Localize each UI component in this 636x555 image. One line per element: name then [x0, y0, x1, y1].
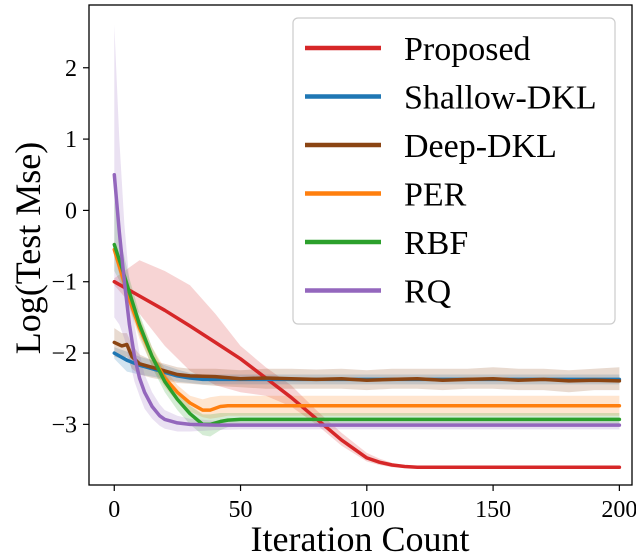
legend-label-deep-dkl: Deep-DKL — [404, 128, 557, 165]
legend-label-rq: RQ — [404, 274, 451, 311]
legend: Proposed Shallow-DKL Deep-DKL PER RBF RQ — [293, 18, 615, 324]
y-tick-label: −1 — [51, 270, 77, 296]
x-tick-label: 150 — [475, 497, 511, 523]
y-tick-label: −3 — [51, 412, 77, 438]
line-chart: 0 50 100 150 200 210−1−2−3 Iteration Count L… — [0, 0, 636, 555]
x-tick-label: 50 — [229, 497, 253, 523]
y-tick-label: 0 — [65, 198, 77, 224]
legend-label-proposed: Proposed — [404, 31, 531, 68]
y-tick-label: 1 — [65, 127, 77, 153]
legend-label-rbf: RBF — [404, 225, 468, 262]
y-axis-label: Log(Test Mse) — [8, 142, 48, 354]
legend-label-shallow-dkl: Shallow-DKL — [404, 80, 597, 117]
y-tick-label: 2 — [65, 56, 77, 82]
x-axis: 0 50 100 150 200 — [108, 485, 636, 523]
y-tick-label: −2 — [51, 341, 77, 367]
x-axis-label: Iteration Count — [251, 519, 470, 555]
x-tick-label: 200 — [601, 497, 636, 523]
y-axis: 2 1 0 −1 −2 −3 — [51, 56, 89, 439]
x-tick-label: 0 — [108, 497, 120, 523]
legend-label-per: PER — [404, 177, 467, 214]
